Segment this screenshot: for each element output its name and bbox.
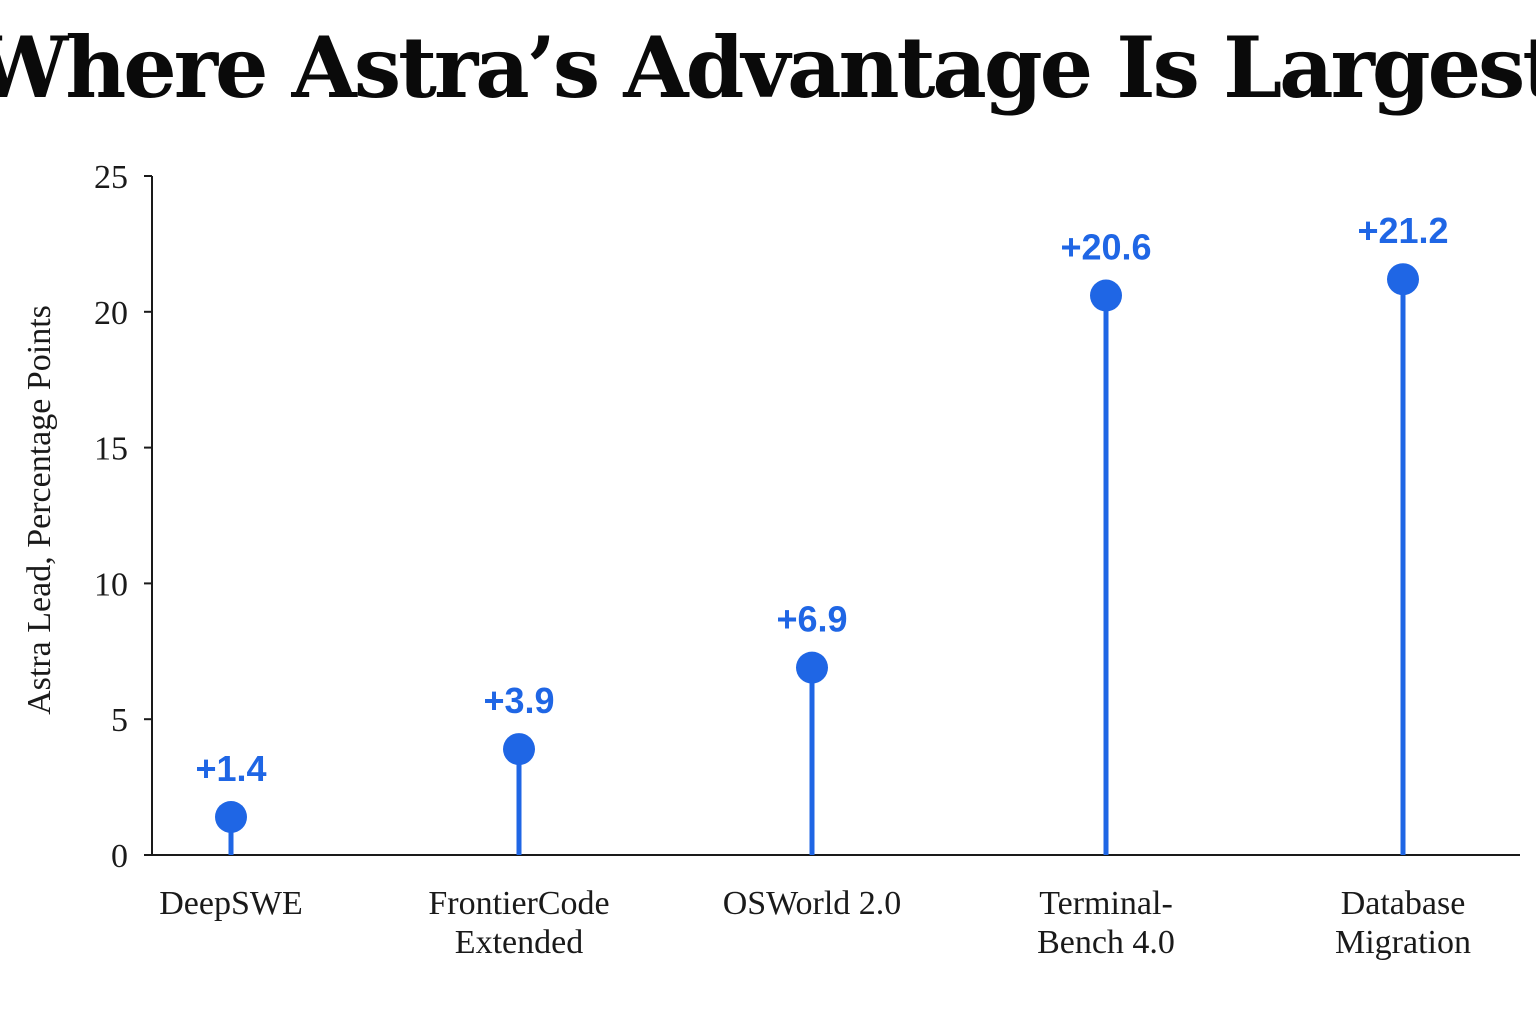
- value-label: +3.9: [483, 680, 554, 721]
- lollipop-markers: [215, 263, 1419, 833]
- y-axis-ticks: 0 5 10 15 20 25: [94, 159, 152, 875]
- x-category-label: Terminal-: [1039, 885, 1173, 922]
- y-tick-label: 0: [111, 838, 128, 875]
- x-category-label: DeepSWE: [159, 885, 303, 922]
- value-label: +6.9: [776, 599, 847, 640]
- x-category-label: Migration: [1335, 924, 1471, 961]
- x-category-label: Extended: [455, 924, 583, 961]
- x-category-label: Bench 4.0: [1037, 924, 1175, 961]
- value-labels: +1.4 +3.9 +6.9 +20.6 +21.2: [195, 210, 1448, 789]
- lollipop-marker: [796, 651, 828, 684]
- y-tick-label: 5: [111, 702, 128, 739]
- y-axis-label: Astra Lead, Percentage Points: [21, 305, 58, 715]
- lollipop-marker: [503, 733, 535, 766]
- chart-title: Where Astra’s Advantage Is Largest: [0, 18, 1536, 117]
- lollipop-marker: [1090, 279, 1122, 312]
- lollipop-stems: [228, 279, 1406, 855]
- y-tick-label: 25: [94, 159, 128, 196]
- y-tick-label: 10: [94, 566, 128, 603]
- y-tick-label: 20: [94, 295, 128, 332]
- x-category-label: FrontierCode: [428, 885, 609, 922]
- value-label: +20.6: [1060, 227, 1151, 268]
- value-label: +1.4: [195, 748, 266, 789]
- lollipop-marker: [1387, 263, 1419, 296]
- x-category-label: OSWorld 2.0: [723, 885, 902, 922]
- y-tick-label: 15: [94, 431, 128, 468]
- lollipop-marker: [215, 800, 247, 833]
- x-category-label: Database: [1341, 885, 1466, 922]
- value-label: +21.2: [1357, 210, 1448, 251]
